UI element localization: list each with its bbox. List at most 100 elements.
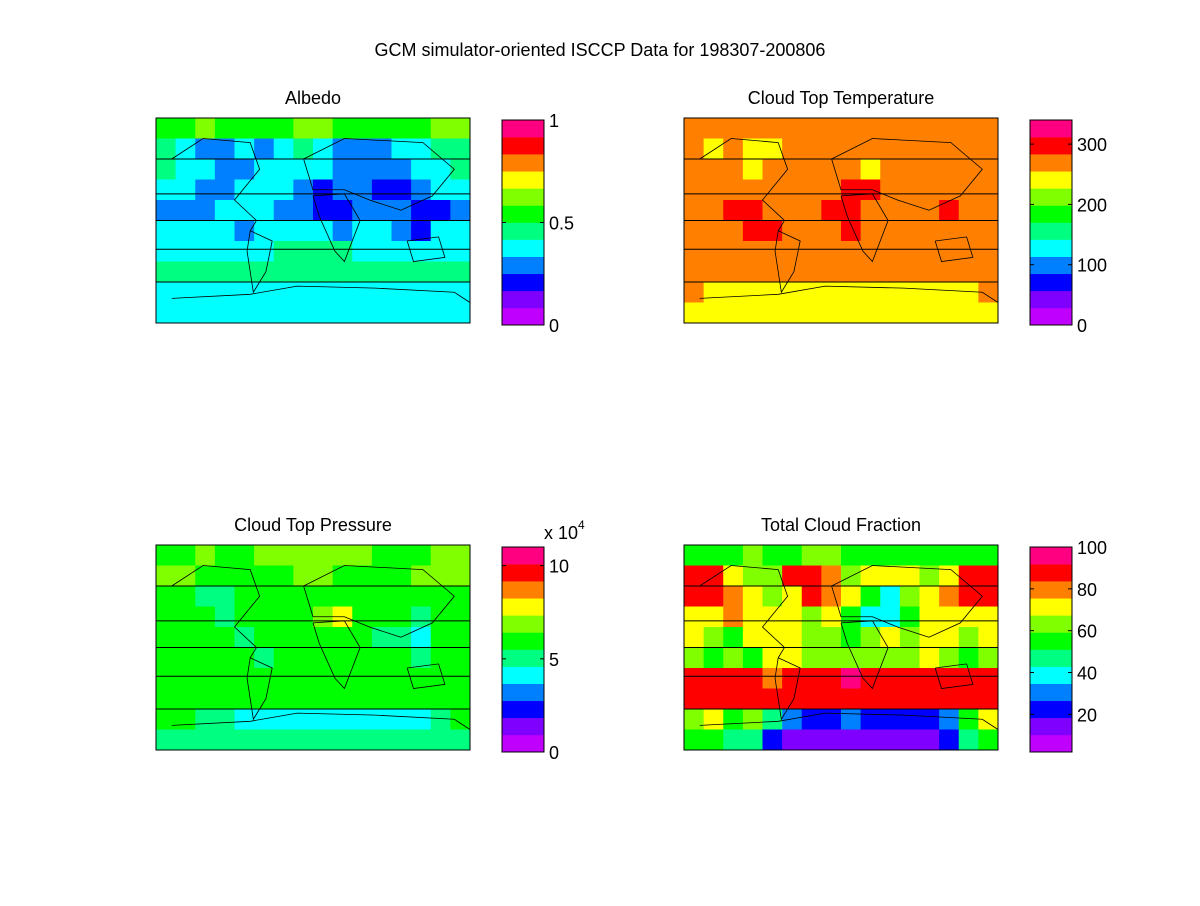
map-cell [939, 220, 960, 242]
map-cell [703, 179, 724, 201]
map-cell [860, 688, 881, 710]
map-cell [273, 118, 294, 139]
map-cell [978, 118, 999, 139]
map-cell [156, 220, 177, 242]
map-cell [214, 545, 235, 566]
map-cell [450, 729, 471, 751]
map-cell [450, 118, 471, 139]
map-cell [723, 627, 744, 648]
colorbar-segment [1030, 734, 1072, 753]
map-cell [684, 138, 705, 160]
map-cell [195, 709, 216, 730]
map-cell [880, 159, 901, 180]
colorbar-segment [1030, 154, 1072, 172]
map-cell [391, 545, 412, 566]
map-cell [782, 179, 803, 201]
map-cell [293, 586, 314, 607]
colorbar-segment [1030, 649, 1072, 667]
colorbar-tick-label: 60 [1077, 622, 1097, 642]
map-cell [801, 138, 822, 160]
map-cell [332, 159, 353, 180]
map-cell [411, 138, 432, 160]
map-cell [391, 220, 412, 242]
map-cell [234, 159, 255, 180]
map-cell [371, 586, 392, 607]
map-cell [821, 302, 842, 324]
map-cell [293, 241, 314, 262]
map-cell [723, 138, 744, 160]
map-cell [430, 606, 451, 628]
map-cell [723, 565, 744, 587]
map-cell [332, 241, 353, 262]
map-cell [703, 200, 724, 221]
colorbar-segment [502, 734, 544, 753]
map-cell [313, 647, 334, 669]
map-cell [195, 688, 216, 710]
map-cell [821, 179, 842, 201]
map-cell [762, 729, 783, 751]
map-cell [175, 220, 196, 242]
map-cell [684, 647, 705, 669]
map-cell [293, 606, 314, 628]
map-cell [352, 586, 373, 607]
colorbar-frame [1029, 119, 1073, 326]
map-cell [939, 159, 960, 180]
map-cell [332, 627, 353, 648]
map-cell [782, 159, 803, 180]
map-cell [860, 241, 881, 262]
map-cell [978, 159, 999, 180]
map-cell [742, 302, 763, 324]
map-cell [899, 302, 920, 324]
map-cell [958, 709, 979, 730]
map-cell [782, 729, 803, 751]
map-cell [860, 261, 881, 283]
map-cell [978, 261, 999, 283]
map-cell [332, 688, 353, 710]
map-cell [880, 282, 901, 303]
map-cell [958, 200, 979, 221]
map-cell [919, 282, 940, 303]
map-cell [214, 565, 235, 587]
map-cell [254, 118, 275, 139]
colorbar-segment [502, 598, 544, 616]
map-cell [841, 709, 862, 730]
map-cell [293, 565, 314, 587]
map-cell [841, 668, 862, 689]
map-cell [371, 688, 392, 710]
map-cell [430, 729, 451, 751]
map-cell [958, 668, 979, 689]
map-cell [352, 241, 373, 262]
map-cell [450, 220, 471, 242]
map-cell [782, 261, 803, 283]
panel-title: Cloud Top Temperature [748, 88, 934, 108]
map-cell [978, 586, 999, 607]
map-cell [411, 118, 432, 139]
map-cell [899, 565, 920, 587]
map-cell [841, 302, 862, 324]
map-cell [293, 668, 314, 689]
map-cell [352, 729, 373, 751]
map-cell [742, 179, 763, 201]
map-cell [958, 545, 979, 566]
colorbar-tick-label: 0.5 [549, 214, 574, 234]
map-cell [214, 261, 235, 283]
colorbar-segment [502, 273, 544, 292]
map-cell [919, 159, 940, 180]
map-cell [899, 545, 920, 566]
map-cell [254, 220, 275, 242]
map-frame [683, 544, 999, 751]
map-cell [899, 282, 920, 303]
map-cell [214, 220, 235, 242]
map-cell [371, 302, 392, 324]
map-cell [880, 118, 901, 139]
map-cell [195, 159, 216, 180]
map-cell [195, 138, 216, 160]
map-cell [782, 627, 803, 648]
map-cell [939, 647, 960, 669]
map-cell [430, 668, 451, 689]
map-cell [195, 729, 216, 751]
map-cell [371, 627, 392, 648]
map-cell [293, 220, 314, 242]
map-cell [703, 606, 724, 628]
map-cell [978, 138, 999, 160]
